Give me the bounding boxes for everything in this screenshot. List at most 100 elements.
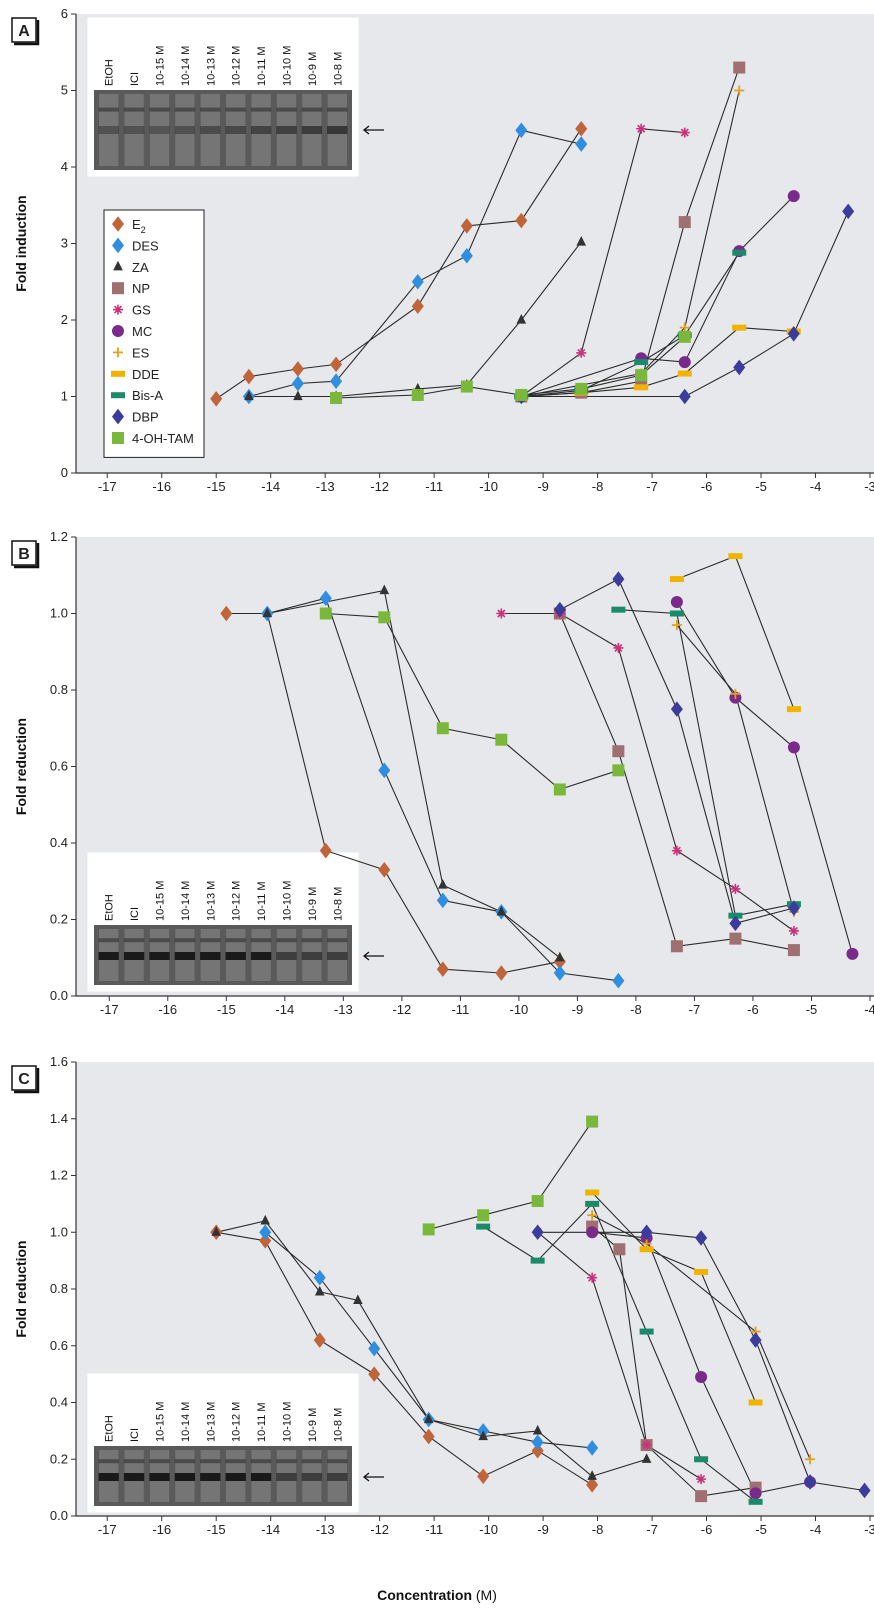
legend-label-text: DDE bbox=[132, 367, 160, 382]
panel-tag-box bbox=[11, 1065, 37, 1091]
data-point-gs bbox=[730, 883, 741, 894]
gel-inset: EtOH ICI 10-15 M 10-14 M 10-13 M 10-12 M 10-11… bbox=[87, 17, 384, 177]
gel-band bbox=[200, 107, 221, 112]
data-point-dde bbox=[748, 1399, 763, 1406]
x-tick-label: -15 bbox=[207, 479, 226, 494]
y-tick-label: 1.0 bbox=[50, 1224, 68, 1239]
gel-band bbox=[174, 1473, 196, 1481]
data-point-4-oh-tam bbox=[411, 388, 424, 401]
gel-band bbox=[250, 126, 272, 134]
data-point-e2 bbox=[531, 1442, 544, 1459]
x-tick-label: -10 bbox=[479, 1522, 498, 1537]
gel-lane-label: 10-13 M bbox=[205, 881, 217, 921]
gel-band bbox=[123, 126, 145, 134]
data-point-dbp bbox=[612, 571, 625, 587]
x-tick-label: -17 bbox=[98, 1522, 117, 1537]
data-point-mc bbox=[678, 356, 691, 369]
data-point-gs bbox=[788, 925, 799, 936]
data-point-4-oh-tam bbox=[515, 388, 528, 401]
gel-lane bbox=[226, 94, 246, 166]
series-line-bis-a bbox=[482, 1202, 756, 1503]
x-tick-label: -12 bbox=[392, 1002, 411, 1017]
data-point-4-oh-tam bbox=[436, 722, 449, 735]
legend-label-text: NP bbox=[132, 281, 150, 296]
gel-band bbox=[174, 938, 196, 943]
data-point-des bbox=[575, 136, 588, 152]
data-point-e2 bbox=[313, 1332, 326, 1348]
gel-lane-label: 10-13 M bbox=[205, 46, 217, 86]
data-point-e2 bbox=[460, 218, 473, 234]
gel-band bbox=[123, 107, 145, 112]
gel-lane-label: ICI bbox=[129, 72, 141, 86]
gel-lane-label: 10-9 M bbox=[307, 52, 319, 86]
gel-band bbox=[276, 952, 297, 960]
data-point-dde bbox=[786, 706, 801, 713]
y-tick-label: 1.4 bbox=[50, 1111, 68, 1126]
data-point-dbp bbox=[787, 900, 800, 916]
series-line-es bbox=[591, 1214, 811, 1460]
panel-tag-box bbox=[11, 540, 37, 566]
data-point-gs bbox=[671, 845, 682, 856]
gel-lane-label: 10-12 M bbox=[231, 881, 243, 921]
data-point-e2 bbox=[553, 953, 566, 970]
series-line-e2 bbox=[215, 128, 582, 400]
x-tick-label: -11 bbox=[425, 479, 443, 494]
data-point-za bbox=[496, 905, 507, 916]
gel-lane-label: 10-13 M bbox=[205, 1402, 217, 1442]
y-tick-label: 0 bbox=[61, 465, 68, 480]
series-line-dde bbox=[591, 1192, 757, 1403]
gel-lane-label: 10-9 M bbox=[307, 887, 319, 921]
data-point-gs bbox=[576, 347, 587, 358]
data-point-dde bbox=[639, 1246, 654, 1253]
data-point-bis-a bbox=[634, 359, 649, 366]
data-point-mc bbox=[846, 947, 859, 960]
data-point-es bbox=[671, 619, 682, 630]
data-point-4-oh-tam bbox=[460, 380, 473, 393]
panel-tag-shadow bbox=[14, 1068, 40, 1094]
gel-band bbox=[250, 938, 272, 943]
x-tick-label: -7 bbox=[646, 479, 658, 494]
legend-label-text: E bbox=[132, 217, 141, 232]
gel-band bbox=[98, 107, 119, 112]
data-point-dde bbox=[732, 324, 747, 331]
gel-band bbox=[301, 1459, 323, 1464]
y-tick-label: 3 bbox=[61, 236, 68, 251]
y-tick-label: 1.6 bbox=[50, 1054, 68, 1069]
y-tick-label: 5 bbox=[61, 83, 68, 98]
gel-band bbox=[250, 1473, 272, 1481]
y-tick-label: 0.4 bbox=[50, 1395, 68, 1410]
panel-tag-shadow bbox=[14, 20, 40, 46]
gel-lane bbox=[200, 94, 220, 166]
legend-label: GS bbox=[132, 303, 151, 318]
data-point-dbp bbox=[695, 1230, 708, 1246]
data-point-es bbox=[805, 1454, 816, 1465]
x-tick-label: -4 bbox=[864, 1002, 874, 1017]
data-point-np bbox=[112, 282, 124, 295]
x-tick-label: -13 bbox=[316, 1522, 335, 1537]
data-point-mc bbox=[670, 596, 683, 609]
y-tick-label: 0.2 bbox=[50, 1451, 68, 1466]
data-point-bis-a bbox=[585, 1200, 600, 1207]
gel-band bbox=[250, 107, 272, 112]
data-point-des bbox=[330, 373, 343, 389]
panel-tag: A bbox=[18, 23, 30, 40]
data-point-des bbox=[378, 762, 391, 779]
gel-lane-label: 10-11 M bbox=[256, 881, 268, 921]
data-point-des bbox=[313, 1269, 326, 1286]
data-point-dde bbox=[677, 370, 692, 377]
data-point-des bbox=[259, 1224, 272, 1241]
data-point-dbp bbox=[729, 915, 742, 932]
gel-lane bbox=[99, 94, 119, 166]
y-tick-label: 0.8 bbox=[50, 1281, 68, 1296]
gel-band bbox=[98, 938, 119, 943]
data-point-np bbox=[733, 61, 746, 74]
data-point-es bbox=[587, 1210, 598, 1221]
data-point-mc bbox=[695, 1370, 708, 1383]
gel-lane-label: ICI bbox=[129, 1428, 141, 1442]
x-tick-label: -14 bbox=[261, 1522, 280, 1537]
series-line-4-oh-tam bbox=[428, 1121, 593, 1230]
data-point-des bbox=[586, 1440, 599, 1456]
gel-band bbox=[327, 1473, 348, 1481]
data-point-np bbox=[695, 1490, 708, 1503]
